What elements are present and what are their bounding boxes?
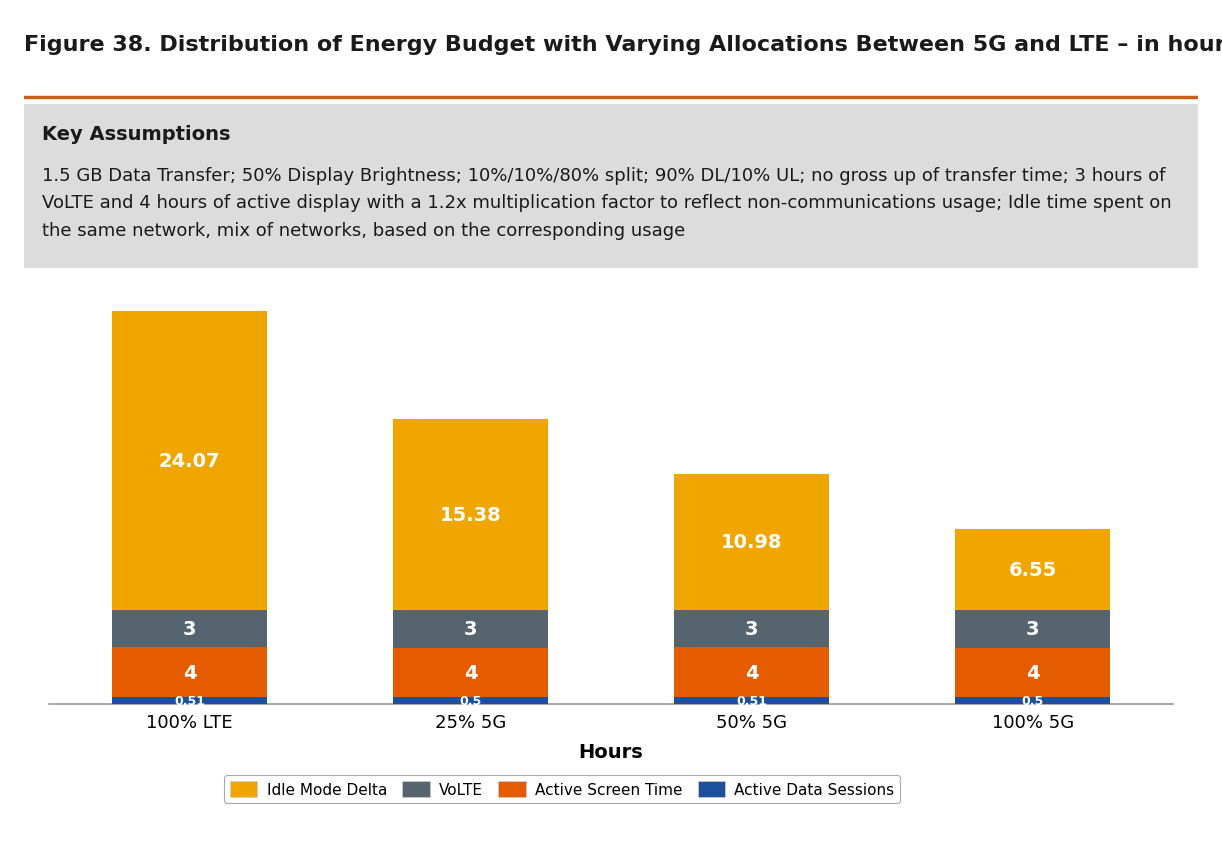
Legend: Idle Mode Delta, VoLTE, Active Screen Time, Active Data Sessions: Idle Mode Delta, VoLTE, Active Screen Ti… <box>224 775 901 804</box>
Text: 24.07: 24.07 <box>159 451 220 471</box>
Bar <box>112 647 266 698</box>
Text: 0.51: 0.51 <box>174 694 205 707</box>
Bar <box>112 698 266 704</box>
Text: 3: 3 <box>744 619 759 639</box>
Text: 4: 4 <box>463 663 478 682</box>
Text: 3: 3 <box>463 620 478 639</box>
Bar <box>393 647 547 698</box>
Bar <box>956 698 1110 704</box>
Bar <box>675 611 829 647</box>
Bar <box>393 611 547 647</box>
Text: 0.5: 0.5 <box>459 694 481 707</box>
Bar <box>112 311 266 611</box>
Bar <box>112 611 266 647</box>
Text: 3: 3 <box>1025 620 1040 639</box>
Text: 6.55: 6.55 <box>1008 560 1057 579</box>
Text: 3: 3 <box>182 619 197 639</box>
Text: 0.51: 0.51 <box>736 694 767 707</box>
Text: 4: 4 <box>182 663 197 682</box>
X-axis label: Hours: Hours <box>579 742 643 762</box>
Bar <box>956 647 1110 698</box>
Bar <box>956 611 1110 647</box>
Text: 10.98: 10.98 <box>721 533 782 552</box>
Bar <box>393 698 547 704</box>
Bar <box>675 698 829 704</box>
Bar <box>956 529 1110 611</box>
Bar <box>675 474 829 611</box>
Text: Figure 38. Distribution of Energy Budget with Varying Allocations Between 5G and: Figure 38. Distribution of Energy Budget… <box>24 35 1222 55</box>
Text: 1.5 GB Data Transfer; 50% Display Brightness; 10%/10%/80% split; 90% DL/10% UL; : 1.5 GB Data Transfer; 50% Display Bright… <box>42 167 1172 240</box>
Bar <box>393 420 547 611</box>
Bar <box>675 647 829 698</box>
Text: 0.5: 0.5 <box>1022 694 1044 707</box>
Text: 15.38: 15.38 <box>440 506 501 525</box>
FancyBboxPatch shape <box>24 105 1198 269</box>
Text: 4: 4 <box>1025 663 1040 682</box>
Text: Key Assumptions: Key Assumptions <box>42 125 231 143</box>
Text: 4: 4 <box>744 663 759 682</box>
